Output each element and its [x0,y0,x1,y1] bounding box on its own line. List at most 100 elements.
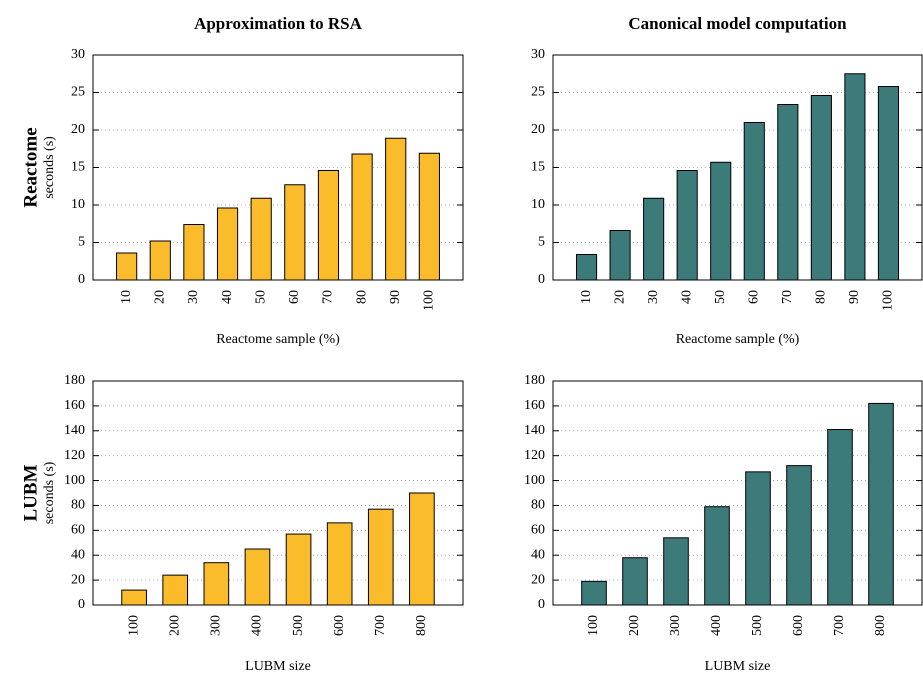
plot-frame [552,380,923,606]
y-tick-label: 0 [538,597,545,612]
bar [663,537,689,606]
x-axis-label: Reactome sample (%) [676,332,800,347]
y-tick-label: 80 [71,498,85,513]
y-tick-label: 0 [78,272,85,287]
x-tick-label: 10 [119,290,134,304]
y-tick-label: 180 [524,373,545,388]
bar [643,197,665,281]
x-tick-label: 30 [186,290,201,304]
x-tick-label: 10 [579,290,594,304]
y-tick-label: 40 [71,547,85,562]
x-tick-label: 500 [750,615,765,636]
bar [285,533,312,606]
y-axis-label: seconds (s) [42,461,57,524]
x-tick-label: 100 [126,615,141,636]
y-tick-label: 180 [64,373,85,388]
x-tick-label: 500 [291,615,306,636]
bar [777,104,799,281]
y-tick-label: 25 [71,85,85,100]
bar [351,153,373,281]
bar [868,402,894,606]
y-tick-label: 25 [531,85,545,100]
x-tick-label: 80 [354,290,369,304]
y-axis-label: seconds (s) [42,136,57,199]
y-tick-label: 10 [71,197,85,212]
x-tick-label: 90 [388,290,403,304]
y-tick-label: 20 [71,122,85,137]
bar [786,465,812,606]
chart-title: Canonical model computation [628,14,847,33]
x-tick-label: 90 [847,290,862,304]
bar [676,170,698,281]
bar [385,137,407,281]
x-tick-label: 20 [612,290,627,304]
chart-title: Approximation to RSA [194,14,363,33]
y-tick-label: 100 [524,473,545,488]
bar [216,207,239,281]
x-tick-label: 20 [152,290,167,304]
x-tick-label: 600 [791,615,806,636]
bar [877,86,900,281]
plot-frame [92,380,464,606]
bar [367,508,394,606]
y-tick-label: 60 [71,523,85,538]
bar [409,492,435,606]
x-tick-label: 80 [814,290,829,304]
bar [326,522,353,606]
x-tick-label: 100 [422,290,437,311]
row-label: LUBM [20,464,41,521]
y-tick-label: 120 [64,448,85,463]
bar [317,170,340,281]
bar [149,240,171,281]
y-tick-label: 15 [71,160,85,175]
y-tick-label: 40 [531,547,545,562]
x-tick-label: 600 [332,615,347,636]
bar [250,197,272,281]
bar [710,161,732,281]
bar [284,184,306,281]
bar [116,252,138,281]
y-tick-label: 0 [538,272,545,287]
y-tick-label: 30 [531,47,545,62]
x-tick-label: 700 [373,615,388,636]
y-tick-label: 140 [524,423,545,438]
y-tick-label: 15 [531,160,545,175]
plot-frame [552,54,923,281]
bar [704,506,730,606]
x-tick-label: 200 [627,615,642,636]
bar [844,73,866,281]
y-tick-label: 10 [531,197,545,212]
bar [244,548,271,606]
y-tick-label: 160 [524,398,545,413]
x-tick-label: 30 [646,290,661,304]
bar [183,224,205,281]
y-tick-label: 5 [538,235,545,250]
bar [609,230,631,281]
x-tick-label: 400 [709,615,724,636]
y-tick-label: 20 [531,572,545,587]
x-tick-label: 300 [668,615,683,636]
x-tick-label: 800 [414,615,429,636]
x-axis-label: LUBM size [245,659,311,674]
bar [622,557,648,606]
x-tick-label: 60 [287,290,302,304]
x-tick-label: 40 [220,290,235,304]
x-axis-label: Reactome sample (%) [216,332,340,347]
y-tick-label: 80 [531,498,545,513]
row-label: Reactome [20,127,41,207]
bar [745,471,771,606]
bar [827,429,853,606]
y-tick-label: 120 [524,448,545,463]
bar [121,589,147,606]
x-tick-label: 400 [250,615,265,636]
x-tick-label: 100 [586,615,601,636]
bar [743,122,765,281]
x-tick-label: 700 [832,615,847,636]
bar [575,254,598,281]
x-tick-label: 70 [321,290,336,304]
x-tick-label: 300 [209,615,224,636]
x-tick-label: 800 [873,615,888,636]
x-tick-label: 70 [780,290,795,304]
bar [810,95,832,281]
